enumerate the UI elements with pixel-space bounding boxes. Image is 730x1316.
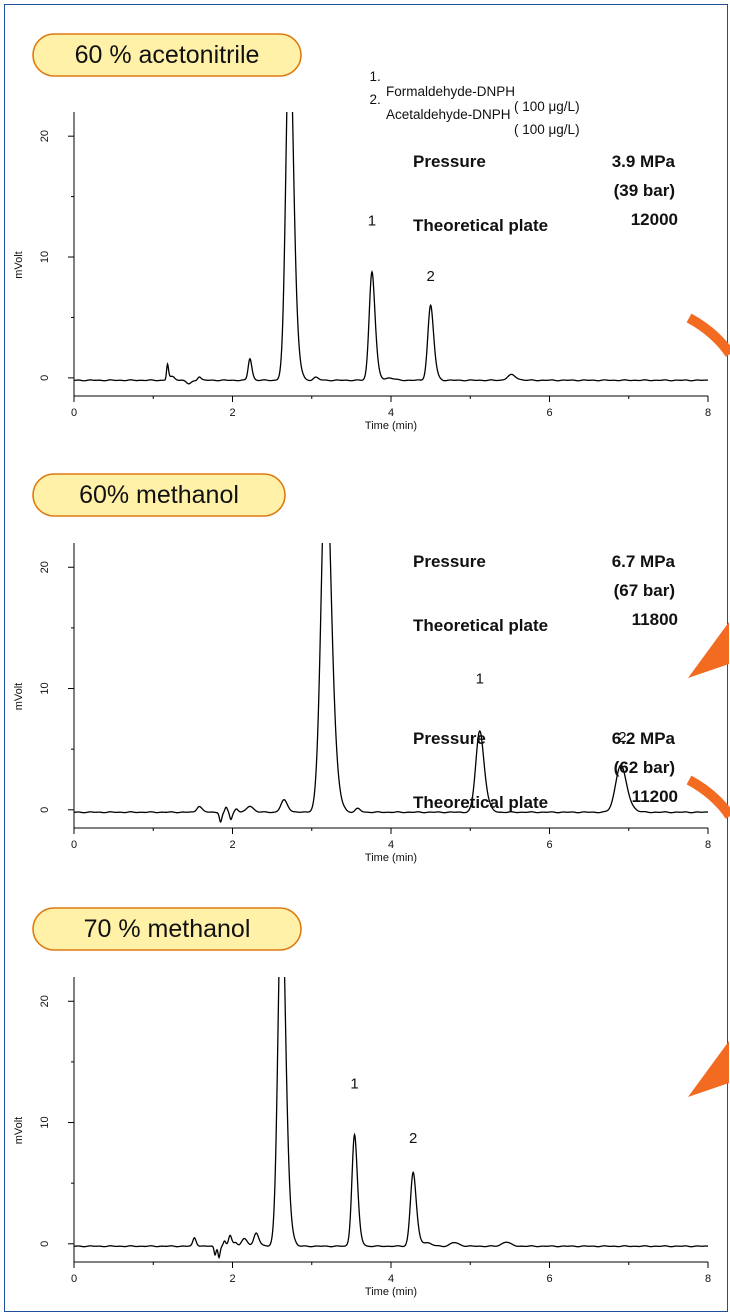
pressure-bar-value: (67 bar)	[614, 581, 675, 600]
x-tick-label: 2	[229, 839, 235, 851]
figure-frame	[4, 4, 728, 1312]
y-axis-label: mVolt	[13, 683, 25, 711]
theoretical-plate-value: 11800	[632, 610, 678, 629]
x-tick-label: 0	[71, 1273, 77, 1285]
pressure-value: 3.9 MPa	[612, 152, 676, 171]
legend-concentration: ( 100 μg/L)	[514, 122, 580, 137]
legend-compound-name: Acetaldehyde-DNPH	[386, 107, 511, 122]
peak-label: 2	[618, 729, 626, 746]
y-tick-label: 20	[39, 130, 51, 142]
pressure-label: Pressure	[413, 552, 486, 571]
arrowhead-icon	[688, 1041, 729, 1097]
x-tick-label: 0	[71, 839, 77, 851]
pressure-value: 6.2 MPa	[612, 729, 676, 748]
arrowhead-icon	[688, 622, 729, 678]
x-tick-label: 2	[229, 1273, 235, 1285]
pressure-bar-value: (62 bar)	[614, 758, 675, 777]
x-tick-label: 4	[388, 1273, 394, 1285]
x-tick-label: 4	[388, 407, 394, 419]
y-axis-label: mVolt	[13, 1117, 25, 1145]
peak-label: 1	[350, 1076, 358, 1093]
condition-badge	[32, 33, 302, 77]
y-tick-label: 10	[39, 682, 51, 694]
pressure-bar-value: (39 bar)	[614, 181, 675, 200]
pressure-value: 6.7 MPa	[612, 552, 676, 571]
legend-item-1: 1. Formaldehyde-DNPH ( 100 μg/L)	[362, 54, 580, 114]
legend-compound-name: Formaldehyde-DNPH	[386, 84, 516, 99]
theoretical-plate-value: 11200	[632, 787, 678, 806]
theoretical-plate-label: Theoretical plate	[413, 216, 548, 235]
x-tick-label: 8	[705, 407, 711, 419]
legend-concentration: ( 100 μg/L)	[514, 99, 580, 114]
x-tick-label: 4	[388, 839, 394, 851]
arrow-shaft-icon	[686, 775, 730, 819]
y-tick-label: 10	[39, 1116, 51, 1128]
pressure-label: Pressure	[413, 152, 486, 171]
peak-label: 1	[368, 213, 376, 230]
pressure-label: Pressure	[413, 729, 486, 748]
condition-label: 70 % methanol	[84, 915, 251, 943]
x-tick-label: 2	[229, 407, 235, 419]
chromatogram-panel: 70 % methanol Pressure 6.2 MPa (62 bar) Theo…	[13, 729, 729, 1298]
condition-badge	[32, 473, 286, 517]
y-tick-label: 0	[39, 375, 51, 381]
x-tick-label: 8	[705, 839, 711, 851]
arrow-shaft-icon	[686, 313, 730, 357]
y-tick-label: 0	[39, 807, 51, 813]
x-axis-label: Time (min)	[365, 852, 417, 864]
chromatogram-panel: 60% methanol Pressure 6.7 MPa (67 bar) Theor…	[13, 473, 730, 864]
theoretical-plate-label: Theoretical plate	[413, 793, 548, 812]
peak-label: 1	[476, 671, 484, 688]
condition-label: 60 % acetonitrile	[75, 41, 260, 69]
theoretical-plate-value: 12000	[631, 210, 678, 229]
peak-label: 2	[426, 268, 434, 285]
chromatogram-panel: 60 % acetonitrile Pressure 3.9 MPa (39 bar)…	[13, 33, 730, 432]
y-tick-label: 0	[39, 1241, 51, 1247]
chromatogram-trace	[74, 543, 708, 824]
condition-label: 60% methanol	[79, 481, 239, 509]
legend-item-2: 2. Acetaldehyde-DNPH ( 100 μg/L)	[362, 77, 580, 137]
x-tick-label: 6	[546, 1273, 552, 1285]
chromatogram-trace	[74, 977, 708, 1260]
x-tick-label: 8	[705, 1273, 711, 1285]
y-tick-label: 20	[39, 561, 51, 573]
y-tick-label: 20	[39, 995, 51, 1007]
x-tick-label: 6	[546, 839, 552, 851]
x-tick-label: 0	[71, 407, 77, 419]
legend-number: 2.	[369, 92, 381, 107]
condition-badge	[32, 907, 302, 951]
x-axis-label: Time (min)	[365, 420, 417, 432]
y-axis-label: mVolt	[13, 251, 25, 279]
chromatogram-trace	[74, 112, 708, 385]
peak-label: 2	[409, 1130, 417, 1147]
x-axis-label: Time (min)	[365, 1286, 417, 1298]
theoretical-plate-label: Theoretical plate	[413, 616, 548, 635]
x-tick-label: 6	[546, 407, 552, 419]
y-tick-label: 10	[39, 251, 51, 263]
legend-number: 1.	[369, 69, 381, 84]
